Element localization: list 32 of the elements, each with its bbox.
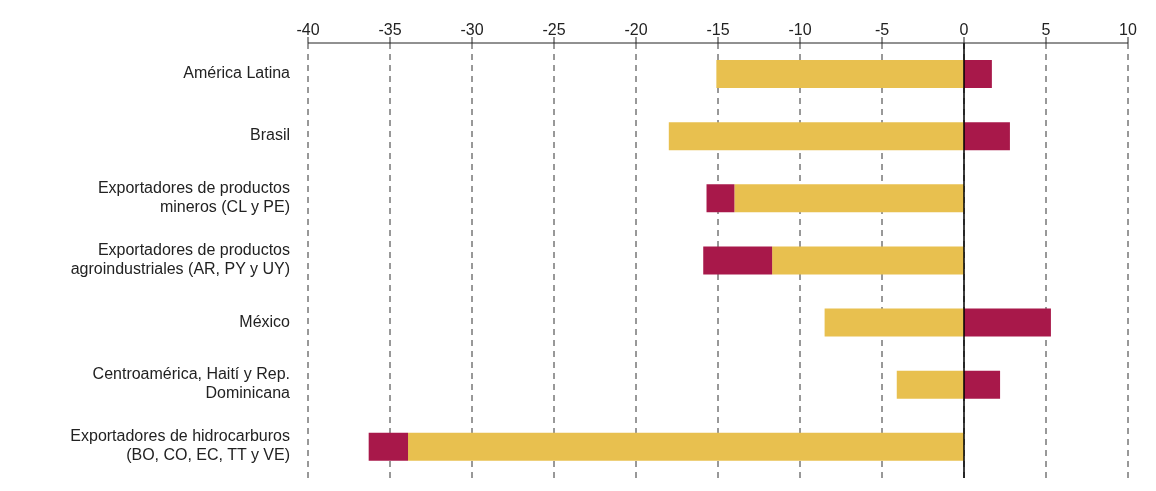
- x-tick-label: -5: [874, 21, 890, 38]
- bar: [408, 432, 964, 461]
- bar: [668, 122, 964, 151]
- bar: [703, 246, 773, 275]
- bar: [734, 184, 964, 213]
- y-tick-label: Exportadores de hidrocarburos (BO, CO, EC, TT y VE): [70, 427, 290, 464]
- bar: [716, 60, 964, 88]
- y-tick-label: Centroamérica, Haití y Rep. Dominicana: [92, 365, 291, 402]
- x-tick-label: -15: [706, 21, 730, 38]
- x-tick-label: -10: [788, 21, 812, 38]
- y-tick-label: México: [239, 312, 291, 330]
- x-tick-label: -25: [542, 21, 566, 38]
- y-tick-label: Exportadores de productos mineros (CL y PE): [97, 179, 290, 216]
- bar: [964, 370, 1001, 399]
- x-tick-label: -35: [378, 21, 402, 38]
- bar: [706, 184, 735, 213]
- bar: [964, 122, 1010, 151]
- bar: [772, 246, 964, 275]
- y-tick-label: América Latina: [183, 64, 291, 82]
- bar: [824, 308, 964, 337]
- x-tick-label: 5: [1041, 21, 1051, 38]
- bar: [368, 432, 409, 461]
- bar: [964, 308, 1051, 337]
- x-tick-label: 10: [1119, 21, 1137, 38]
- y-tick-label: Exportadores de productos agroindustriales (AR, PY y UY): [70, 241, 290, 278]
- x-tick-label: -40: [296, 21, 320, 38]
- bar: [964, 60, 992, 88]
- x-tick-label: -20: [624, 21, 648, 38]
- x-tick-label: -30: [460, 21, 484, 38]
- bar: [896, 370, 964, 399]
- y-tick-label: Brasil: [249, 126, 290, 144]
- x-tick-label: 0: [959, 21, 969, 38]
